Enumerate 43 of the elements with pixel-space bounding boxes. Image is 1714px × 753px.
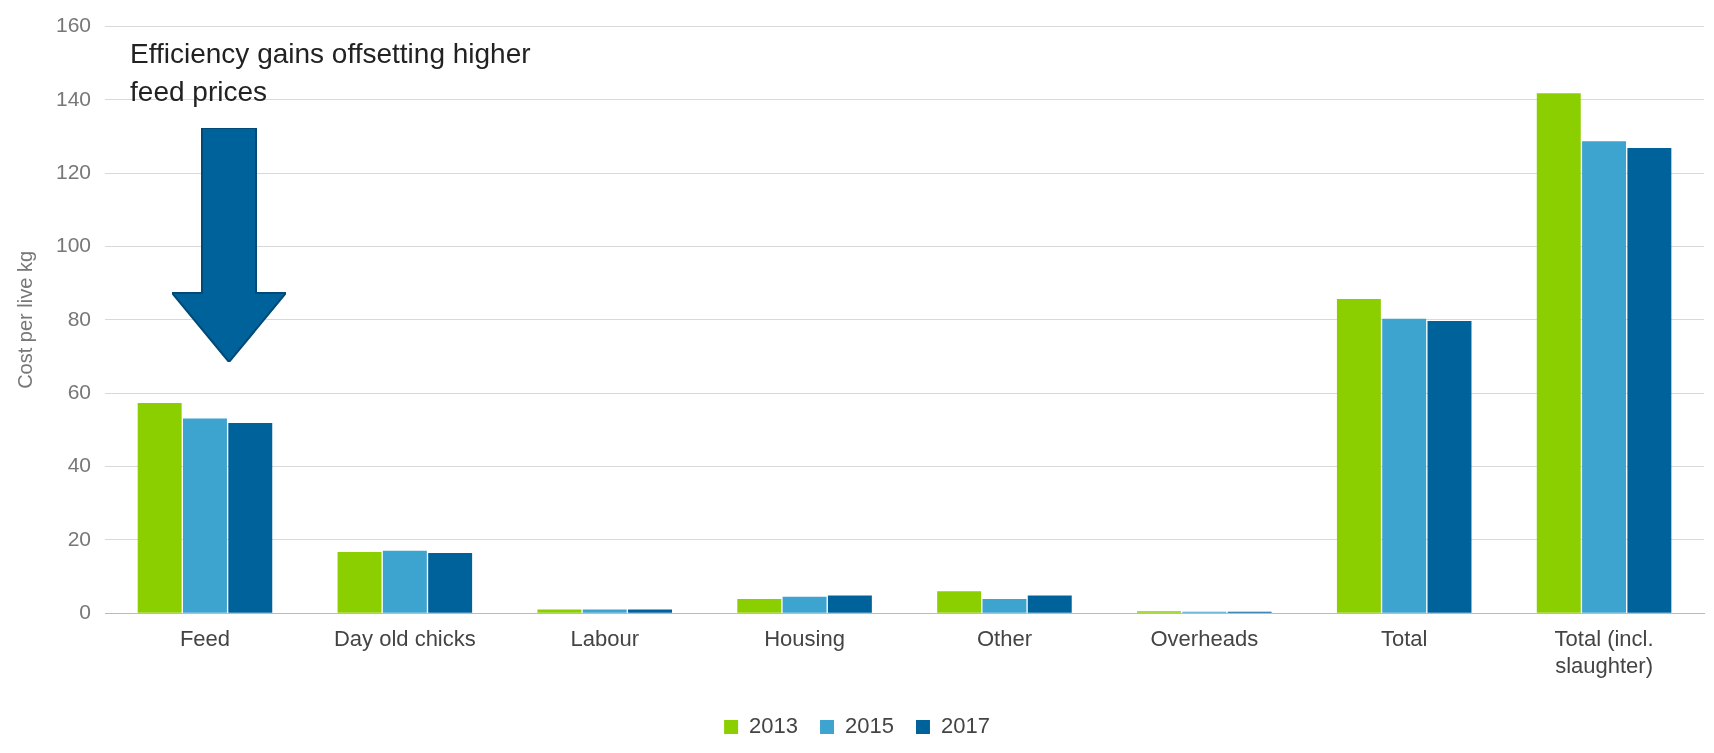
y-axis-title: Cost per live kg (13, 250, 36, 389)
x-tick-label: Day old chicks (333, 626, 476, 652)
y-tick-label: 60 (67, 380, 92, 404)
y-tick-label: 20 (67, 526, 92, 550)
bar (982, 598, 1027, 613)
y-tick-label: 140 (55, 86, 92, 110)
bar (1536, 93, 1581, 613)
bar (1336, 299, 1381, 613)
y-tick-label: 100 (55, 233, 92, 257)
bar (782, 596, 827, 613)
bar (337, 551, 382, 613)
bar (1627, 147, 1672, 613)
legend-label: 2017 (940, 713, 990, 739)
legend-label: 2015 (845, 713, 894, 739)
bar (628, 609, 672, 613)
bar (1582, 141, 1627, 613)
x-tick-label: Total (1380, 626, 1428, 652)
bar (228, 422, 273, 613)
bar (537, 609, 582, 613)
y-tick-label: 0 (79, 600, 92, 623)
y-tick-label: 80 (67, 306, 92, 330)
x-tick-label: Housing (764, 626, 845, 652)
y-tick-label: 120 (55, 160, 92, 184)
x-tick-label: Other (976, 626, 1032, 652)
bar (428, 553, 473, 613)
x-tick-label: Feed (179, 626, 231, 652)
legend-label: 2013 (749, 713, 799, 739)
bar (183, 418, 227, 613)
bar (1027, 595, 1072, 613)
x-tick-label: Labour (570, 626, 639, 652)
x-tick-label: Total (incl. slaughter) (1554, 626, 1654, 678)
bar (137, 403, 182, 613)
bar (937, 591, 982, 613)
y-tick-label: 40 (67, 453, 92, 477)
bar (1382, 318, 1427, 613)
bar (582, 609, 627, 613)
bar (827, 595, 872, 613)
bar (382, 550, 427, 613)
x-tick-label: Overheads (1150, 626, 1259, 652)
bar (737, 598, 782, 613)
y-tick-label: 160 (55, 13, 92, 37)
bar (1427, 321, 1472, 613)
annotation: Efficiency gains offsetting higher feed prices (130, 38, 531, 108)
